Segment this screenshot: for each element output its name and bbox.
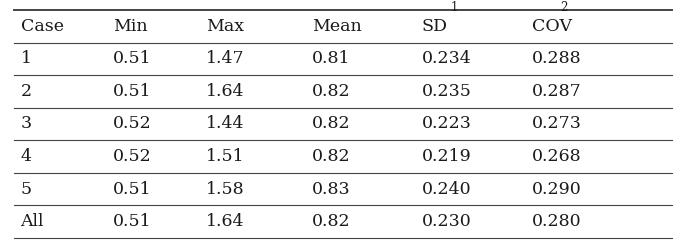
Text: Mean: Mean xyxy=(312,18,362,35)
Text: 0.280: 0.280 xyxy=(532,213,581,230)
Text: 1.64: 1.64 xyxy=(206,83,244,100)
Text: 0.51: 0.51 xyxy=(113,213,152,230)
Text: 0.52: 0.52 xyxy=(113,148,152,165)
Text: Max: Max xyxy=(206,18,244,35)
Text: 1.44: 1.44 xyxy=(206,116,244,132)
Text: COV: COV xyxy=(532,18,571,35)
Text: 4: 4 xyxy=(21,148,32,165)
Text: 0.268: 0.268 xyxy=(532,148,581,165)
Text: Case: Case xyxy=(21,18,64,35)
Text: 0.81: 0.81 xyxy=(312,50,351,67)
Text: 0.51: 0.51 xyxy=(113,50,152,67)
Text: 0.82: 0.82 xyxy=(312,213,351,230)
Text: 3: 3 xyxy=(21,116,32,132)
Text: 0.52: 0.52 xyxy=(113,116,152,132)
Text: 0.82: 0.82 xyxy=(312,83,351,100)
Text: 0.219: 0.219 xyxy=(422,148,472,165)
Text: All: All xyxy=(21,213,44,230)
Text: 0.83: 0.83 xyxy=(312,181,351,198)
Text: 5: 5 xyxy=(21,181,32,198)
Text: 1.47: 1.47 xyxy=(206,50,244,67)
Text: Min: Min xyxy=(113,18,147,35)
Text: 1: 1 xyxy=(451,1,458,14)
Text: 1.51: 1.51 xyxy=(206,148,244,165)
Text: SD: SD xyxy=(422,18,448,35)
Text: 1: 1 xyxy=(21,50,32,67)
Text: 0.290: 0.290 xyxy=(532,181,582,198)
Text: 0.51: 0.51 xyxy=(113,83,152,100)
Text: 0.287: 0.287 xyxy=(532,83,582,100)
Text: 0.288: 0.288 xyxy=(532,50,581,67)
Text: 0.234: 0.234 xyxy=(422,50,472,67)
Text: 0.51: 0.51 xyxy=(113,181,152,198)
Text: 0.230: 0.230 xyxy=(422,213,472,230)
Text: 0.223: 0.223 xyxy=(422,116,472,132)
Text: 1.58: 1.58 xyxy=(206,181,244,198)
Text: 0.82: 0.82 xyxy=(312,148,351,165)
Text: 1.64: 1.64 xyxy=(206,213,244,230)
Text: 0.235: 0.235 xyxy=(422,83,472,100)
Text: 2: 2 xyxy=(21,83,32,100)
Text: 0.273: 0.273 xyxy=(532,116,582,132)
Text: 0.82: 0.82 xyxy=(312,116,351,132)
Text: 0.240: 0.240 xyxy=(422,181,471,198)
Text: 2: 2 xyxy=(560,1,568,14)
